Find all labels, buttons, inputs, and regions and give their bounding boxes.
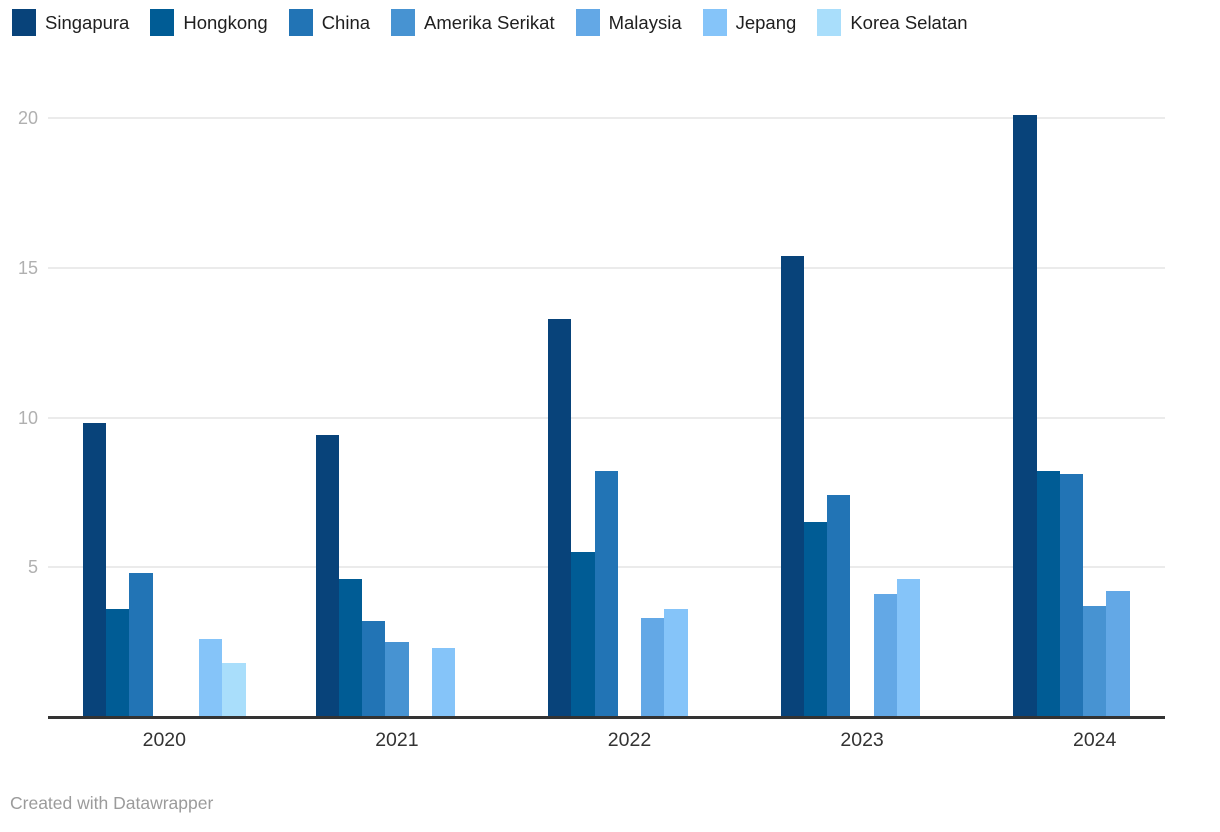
bar-amerika-serikat-2024[interactable] (1083, 606, 1107, 717)
attribution-footer: Created with Datawrapper (10, 793, 213, 814)
y-tick-label-10: 10 (17, 407, 38, 428)
bar-hongkong-2023[interactable] (803, 522, 828, 717)
bar-jepang-2021[interactable] (431, 648, 456, 717)
chart-legend: Singapura Hongkong China Amerika Serikat Mal… (12, 9, 968, 36)
bar-singapura-2024[interactable] (1013, 115, 1037, 717)
bar-china-2020[interactable] (129, 573, 153, 717)
legend-swatch-malaysia (575, 9, 600, 36)
legend-swatch-korea-selatan (817, 9, 842, 36)
bar-singapura-2021[interactable] (315, 435, 339, 717)
gridline-y-10 (48, 416, 1165, 419)
legend-label: Malaysia (608, 12, 682, 33)
legend-item-amerika-serikat: Amerika Serikat (391, 9, 555, 36)
legend-label: China (321, 12, 371, 33)
x-axis-label-2021: 2021 (375, 729, 419, 751)
legend-swatch-hongkong (150, 9, 175, 36)
bar-china-2023[interactable] (827, 495, 851, 717)
bar-hongkong-2022[interactable] (571, 552, 595, 717)
bar-hongkong-2024[interactable] (1036, 471, 1060, 717)
y-tick-label-15: 15 (17, 257, 38, 278)
legend-item-jepang: Jepang (702, 9, 797, 36)
datawrapper-credit-link[interactable]: Created with Datawrapper (10, 793, 214, 813)
bar-malaysia-2023[interactable] (873, 594, 897, 717)
legend-label: Amerika Serikat (424, 12, 555, 33)
x-axis-label-2024: 2024 (1072, 729, 1117, 751)
y-tick-label-20: 20 (17, 108, 38, 128)
bar-china-2021[interactable] (362, 621, 386, 717)
legend-swatch-jepang (702, 9, 727, 36)
bar-jepang-2022[interactable] (664, 609, 688, 717)
bar-singapura-2020[interactable] (82, 423, 107, 717)
legend-item-hongkong: Hongkong (150, 9, 268, 36)
x-axis-baseline (48, 716, 1165, 719)
bar-hongkong-2020[interactable] (106, 609, 130, 717)
legend-swatch-china (288, 9, 313, 36)
gridline-y-20 (48, 117, 1165, 119)
gridline-y-15 (48, 266, 1165, 269)
bar-amerika-serikat-2021[interactable] (385, 642, 409, 717)
legend-label: Korea Selatan (850, 12, 968, 33)
bar-singapura-2023[interactable] (780, 255, 804, 717)
bar-jepang-2020[interactable] (199, 639, 223, 717)
x-axis-label-2020: 2020 (142, 729, 186, 751)
legend-swatch-amerika-serikat (391, 9, 416, 36)
bar-china-2022[interactable] (594, 471, 618, 717)
bar-malaysia-2022[interactable] (641, 618, 665, 717)
x-axis-label-2023: 2023 (840, 729, 884, 751)
bar-china-2024[interactable] (1059, 474, 1084, 717)
bar-singapura-2022[interactable] (548, 318, 572, 717)
legend-swatch-singapura (12, 9, 36, 36)
y-tick-label-5: 5 (27, 557, 38, 578)
x-axis-label-2022: 2022 (607, 729, 652, 751)
bar-malaysia-2024[interactable] (1106, 591, 1130, 717)
legend-item-korea-selatan: Korea Selatan (817, 9, 968, 36)
legend-item-malaysia: Malaysia (575, 9, 682, 36)
bar-korea-selatan-2020[interactable] (222, 663, 246, 717)
legend-item-singapura: Singapura (12, 9, 129, 36)
legend-item-china: China (288, 9, 371, 36)
legend-label: Hongkong (183, 12, 268, 33)
bar-hongkong-2021[interactable] (338, 579, 363, 717)
legend-label: Singapura (45, 12, 130, 33)
legend-label: Jepang (735, 12, 797, 33)
bar-jepang-2023[interactable] (896, 579, 921, 717)
